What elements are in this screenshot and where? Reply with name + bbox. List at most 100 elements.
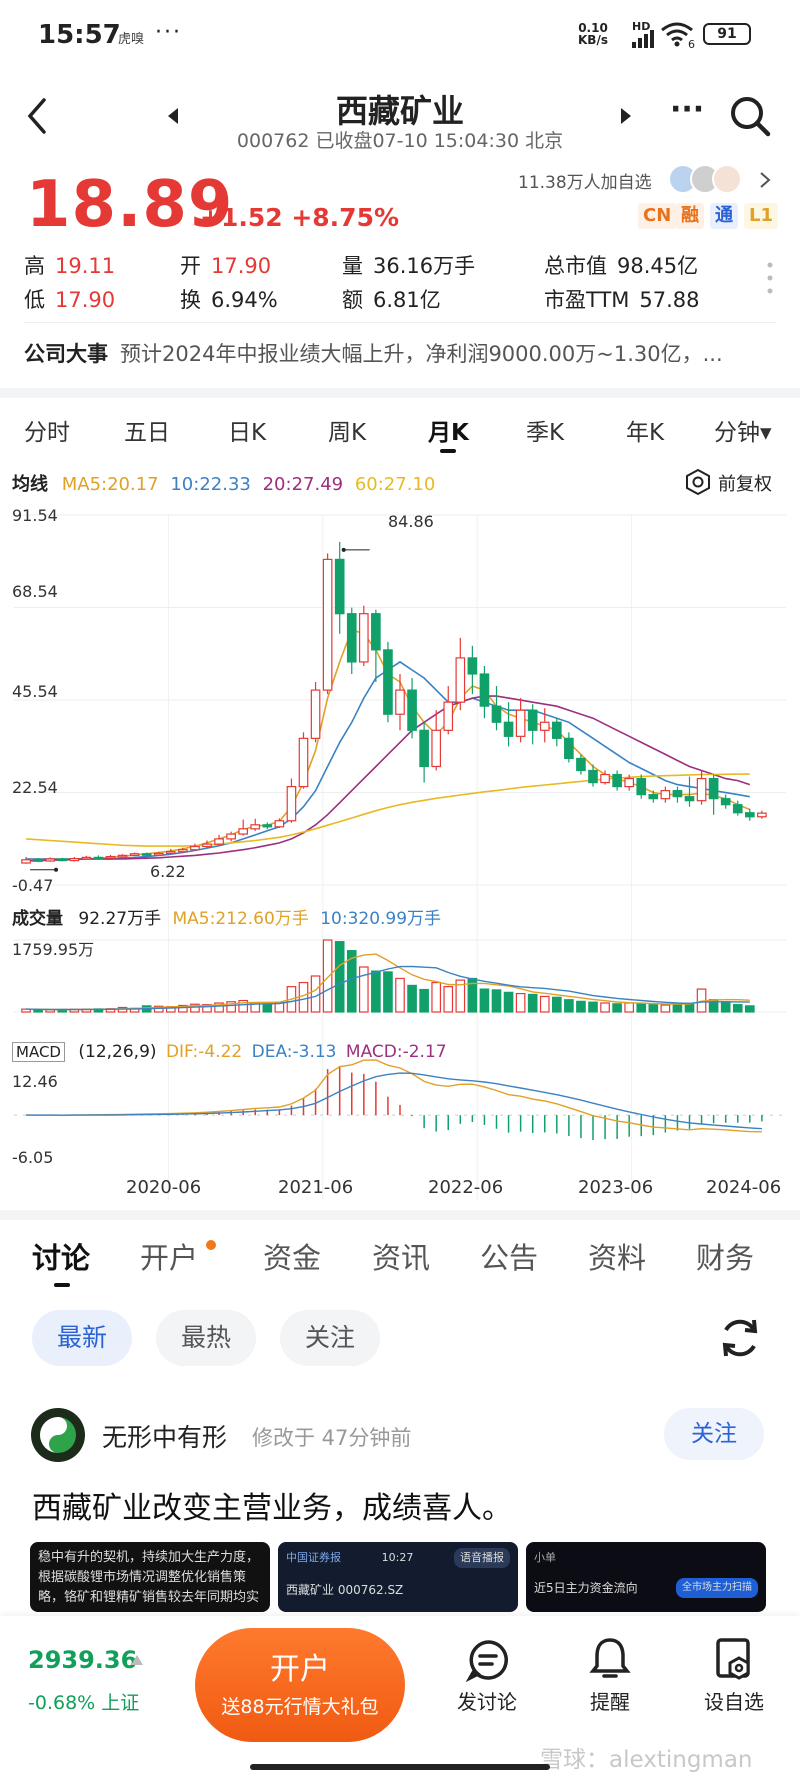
kline-chart[interactable] [0,500,800,1210]
tab-financials[interactable]: 财务 [696,1241,755,1275]
volume-bar [636,1002,647,1013]
volume-ma10-line [26,965,750,1011]
volume-bar [262,1003,273,1013]
index-value[interactable]: 2939.36 [28,1646,138,1674]
badge-cn: CN [638,203,677,229]
volume-bar [564,999,574,1013]
author-name[interactable]: 无形中有形 [102,1423,228,1452]
macd-params: (12,26,9) [78,1042,157,1062]
open-account-button[interactable]: 开户 送88元行情大礼包 [195,1628,405,1742]
settings-hexagon-icon[interactable] [684,468,712,496]
stat-label: 总市值 [544,254,607,278]
status-time: 15:57 [38,20,121,50]
follower-avatars[interactable] [668,162,756,194]
search-icon[interactable] [728,94,772,138]
volume-bar [346,950,357,1013]
candle-body [178,849,188,853]
volume-bar [21,1008,31,1013]
stock-name: 西藏矿业 [335,92,464,130]
candle-body [479,673,490,707]
tab-monthly[interactable]: 月K [428,420,469,446]
followers-count[interactable]: 11.38万人加自选 [518,173,652,193]
bell-icon[interactable] [588,1636,632,1682]
post-image[interactable]: 中国证券报 10:27 语音播报 西藏矿业 000762.SZ [278,1542,518,1612]
add-watchlist-icon[interactable] [712,1636,756,1682]
next-stock-icon[interactable] [618,106,634,126]
more-menu-icon[interactable]: ··· [670,92,705,127]
tab-minute[interactable]: 分钟▾ [714,420,772,446]
candle-body [141,853,152,856]
volume-bar [310,975,321,1013]
refresh-icon[interactable] [718,1316,762,1360]
ma60-value: 60:27.10 [354,474,436,495]
volume-bar [600,1002,610,1013]
candle-body [564,737,574,760]
notification-dot [206,1240,216,1250]
adjust-mode[interactable]: 前复权 [718,474,772,495]
post-image-text: 近5日主力资金流向 [534,1581,638,1595]
post-title[interactable]: 西藏矿业改变主营业务，成绩喜人。 [32,1491,512,1526]
net-speed-value: 0.10 [578,21,608,35]
filter-hot[interactable]: 最热 [156,1310,256,1366]
post-image-text: 10:27 [381,1551,414,1564]
stat-value: 17.90 [211,254,272,278]
tab-news[interactable]: 资讯 [372,1241,431,1275]
tab-quarterly[interactable]: 季K [526,420,565,446]
stock-header: 西藏矿业 000762 已收盘07-10 15:04:30 北京 ··· [0,80,800,160]
company-event[interactable]: 公司大事 预计2024年中报业绩大幅上升，净利润9000.00万~1.30亿，..… [24,338,784,368]
chat-bubble-icon[interactable] [466,1638,510,1682]
author-avatar[interactable] [30,1407,86,1463]
post-image[interactable]: 小单 近5日主力资金流向 全市场主力扫描 [526,1542,766,1612]
follow-button[interactable]: 关注 [664,1408,764,1460]
home-indicator[interactable] [250,1764,550,1770]
candle-body [431,729,442,768]
tab-announcements[interactable]: 公告 [480,1241,539,1275]
tab-daily[interactable]: 日K [228,420,267,446]
status-app-label: 虎嗅 [118,32,145,47]
avatar [712,164,742,194]
event-label: 公司大事 [24,342,108,366]
candle-body [551,721,562,739]
tab-profile[interactable]: 资料 [588,1241,647,1275]
prev-stock-icon[interactable] [165,106,181,126]
post-discussion-button[interactable]: 发讨论 [457,1690,517,1714]
candle-body [732,804,743,814]
filter-latest[interactable]: 最新 [32,1310,132,1366]
ma-label: 均线 [12,474,48,495]
tab-weekly[interactable]: 周K [328,420,367,446]
expand-stats-icon[interactable] [764,260,776,296]
candle-body [165,851,176,854]
tab-funds[interactable]: 资金 [263,1241,322,1275]
volume-bar [551,996,562,1013]
volume-bar [648,1004,659,1013]
remind-button[interactable]: 提醒 [590,1690,630,1714]
macd-dea-line [26,1072,762,1130]
macd-label[interactable]: MACD [12,1042,65,1062]
active-tab-indicator [440,449,456,453]
stat-open: 开 17.90 [180,250,271,280]
x-tick-label: 2021-06 [278,1177,354,1198]
post-image[interactable]: 稳中有升的契机，持续加大生产力度，根据碳酸锂市场情况调整优化销售策略，铬矿和锂精… [30,1542,270,1612]
index-change[interactable]: -0.68% 上证 [28,1692,140,1714]
candle-body [467,657,478,675]
stat-value: 57.88 [639,288,700,312]
filter-following[interactable]: 关注 [280,1310,380,1366]
macd-value: MACD:-2.17 [345,1042,447,1062]
tab-5day[interactable]: 五日 [124,420,170,446]
volume-bar [539,995,550,1013]
divider [24,322,776,323]
tab-yearly[interactable]: 年K [626,420,665,446]
candle-body [672,790,683,798]
chevron-right-icon[interactable] [758,170,772,190]
set-watchlist-button[interactable]: 设自选 [704,1690,764,1714]
stat-label: 额 [342,288,363,312]
stat-label: 换 [180,288,201,312]
tab-intraday[interactable]: 分时 [24,420,70,446]
tab-discussion[interactable]: 讨论 [32,1241,91,1275]
section-separator [0,388,800,398]
back-arrow-icon[interactable] [24,96,50,136]
volume-legend: 成交量 92.27万手 MA5:212.60万手 10:320.99万手 [12,904,441,929]
net-speed-unit: KB/s [578,33,608,47]
tab-open-account[interactable]: 开户 [140,1241,199,1275]
candle-body [395,689,405,715]
